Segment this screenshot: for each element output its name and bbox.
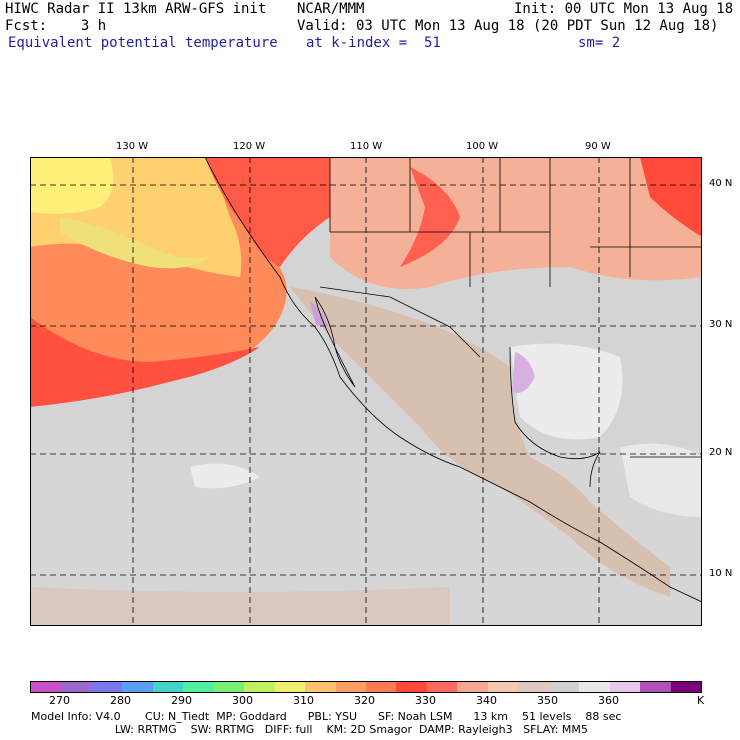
header-agency: NCAR/MMM (297, 1, 365, 17)
colorbar-swatch (426, 682, 458, 692)
rockies-red (400, 167, 460, 267)
colorbar-swatch (365, 682, 397, 692)
lon-label-120w: 120 W (233, 141, 266, 152)
pacific-red-band (30, 317, 260, 407)
colorbar-swatch (670, 682, 701, 692)
theta-e-map (30, 157, 702, 626)
colorbar-swatch (31, 682, 62, 692)
colorbar-swatch (213, 682, 245, 692)
footer-model-info: Model Info: V4.0 CU: N_Tiedt MP: Goddard… (31, 710, 622, 723)
lat-lon-grid (30, 157, 702, 626)
pacific-white-patch (190, 463, 260, 489)
colorbar-swatch (518, 682, 549, 692)
header-forecast-hour: Fcst: 3 h (5, 18, 107, 34)
header-valid-time: Valid: 03 UTC Mon 13 Aug 18 (20 PDT Sun … (297, 18, 719, 34)
header-run-title: HIWC Radar II 13km ARW-GFS init (5, 1, 267, 17)
gulf-california-lilac (310, 302, 328, 327)
coastlines (204, 157, 702, 603)
map-frame (30, 157, 702, 626)
us-west-red (205, 157, 330, 267)
colorbar-swatch (183, 682, 214, 692)
colorbar-label-310: 310 (293, 694, 314, 707)
colorbar-swatch (335, 682, 366, 692)
lon-label-110w: 110 W (350, 141, 383, 152)
colorbar-swatch (152, 682, 184, 692)
pacific-teal-swirl (60, 217, 210, 269)
lat-label-40n: 40 N (709, 178, 733, 189)
footer-physics-info: LW: RRTMG SW: RRTMG DIFF: full KM: 2D Sm… (31, 723, 588, 736)
colorbar-swatch (274, 682, 306, 692)
lon-label-90w: 90 W (585, 141, 611, 152)
header-init-time: Init: 00 UTC Mon 13 Aug 18 (514, 1, 734, 17)
lat-label-20n: 20 N (709, 447, 733, 458)
colorbar-unit: K (697, 694, 705, 707)
ne-red (640, 157, 702, 237)
lat-label-10n: 10 N (709, 568, 733, 579)
colorbar-swatch (609, 682, 641, 692)
colorbar-label-280: 280 (110, 694, 131, 707)
caribbean-white (620, 443, 702, 517)
colorbar-label-270: 270 (49, 694, 70, 707)
colorbar-swatch (548, 682, 580, 692)
header-field-name: Equivalent potential temperature (8, 35, 278, 51)
colorbar-swatch (122, 682, 153, 692)
header-smoothing: sm= 2 (578, 35, 621, 51)
colorbar-swatch (61, 682, 92, 692)
lon-label-130w: 130 W (116, 141, 149, 152)
colorbar-swatch (244, 682, 275, 692)
colorbar-swatch (579, 682, 610, 692)
colorbar-label-340: 340 (476, 694, 497, 707)
colorbar-label-300: 300 (232, 694, 253, 707)
lat-label-30n: 30 N (709, 319, 733, 330)
mexico-land (290, 287, 670, 597)
header-k-index: at k-index = 51 (306, 35, 441, 51)
colorbar-label-320: 320 (354, 694, 375, 707)
colorbar-label-350: 350 (537, 694, 558, 707)
colorbar-swatch (396, 682, 427, 692)
colorbar-label-290: 290 (171, 694, 192, 707)
lon-label-100w: 100 W (466, 141, 499, 152)
colorbar-swatch (305, 682, 336, 692)
colorbar (30, 681, 702, 693)
gulf-lilac (512, 352, 535, 393)
southern-tan-band (30, 587, 450, 626)
colorbar-label-360: 360 (598, 694, 619, 707)
colorbar-swatch (640, 682, 671, 692)
colorbar-swatch (487, 682, 519, 692)
colorbar-swatch (91, 682, 123, 692)
colorbar-label-330: 330 (415, 694, 436, 707)
gulf-white (510, 343, 623, 440)
colorbar-swatch (457, 682, 488, 692)
